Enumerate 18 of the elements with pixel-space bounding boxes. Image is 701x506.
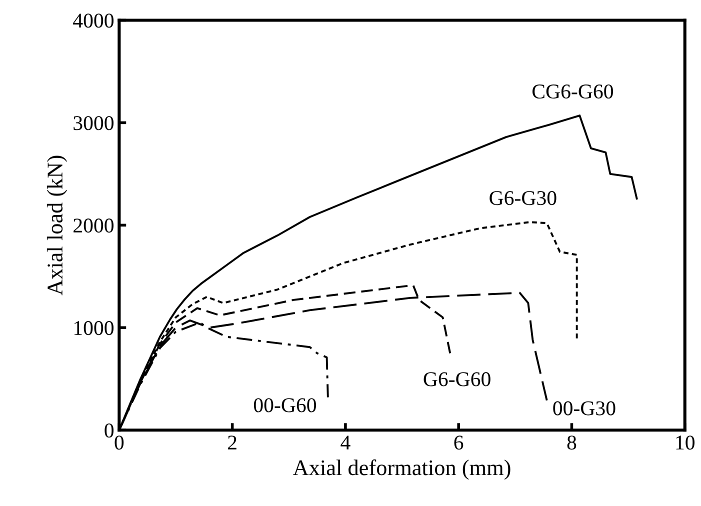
y-tick-label: 4000 bbox=[73, 14, 114, 28]
x-tick-label: 2 bbox=[228, 436, 236, 450]
y-tick-label: 0 bbox=[104, 423, 114, 438]
x-axis-title: Axial deformation (mm) bbox=[293, 459, 510, 480]
x-tick-label: 0 bbox=[114, 436, 124, 450]
y-axis-title: Axial load (kN) bbox=[46, 156, 68, 296]
series-label: G6-G30 bbox=[490, 191, 556, 206]
series-label: G6-G60 bbox=[424, 372, 490, 386]
y-tick-label: 1000 bbox=[74, 321, 114, 336]
series-label: 00-G30 bbox=[553, 401, 616, 416]
series-label: 00-G60 bbox=[254, 398, 316, 412]
x-tick-label: 6 bbox=[454, 436, 464, 450]
x-tick-label: 10 bbox=[676, 436, 694, 450]
series-label: CG6-G60 bbox=[532, 84, 614, 99]
y-tick-label: 2000 bbox=[74, 218, 114, 233]
y-tick-label: 3000 bbox=[74, 116, 114, 130]
x-tick-label: 4 bbox=[340, 436, 350, 450]
x-tick-label: 8 bbox=[567, 436, 576, 450]
